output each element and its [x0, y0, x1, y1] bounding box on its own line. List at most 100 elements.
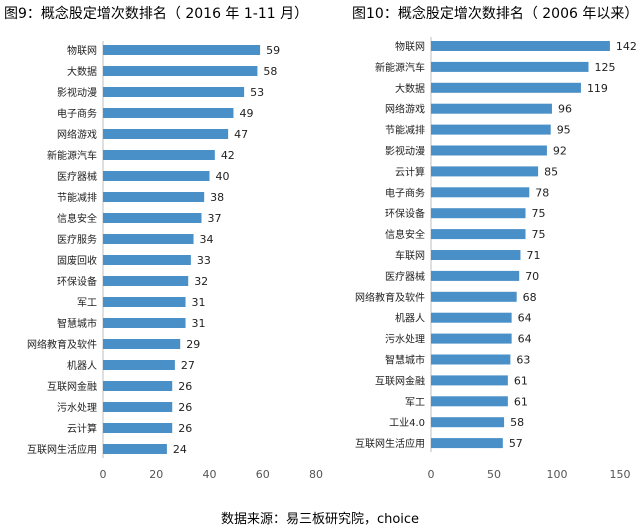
- value-label: 142: [616, 40, 637, 53]
- bar-right-15: [431, 354, 511, 365]
- bar-left-5: [103, 150, 215, 160]
- category-label: 新能源汽车: [375, 61, 425, 74]
- category-label: 节能减排: [57, 191, 97, 204]
- category-label: 节能减排: [385, 124, 425, 137]
- category-label: 互联网金融: [375, 374, 425, 387]
- bar-right-0: [431, 41, 610, 51]
- chart-left: 物联网 59 大数据 58 影视动漫 53 电子商务 49 网络游戏 47 新能源汽车 42 医疗器械 4…: [27, 41, 323, 481]
- category-label: 物联网: [67, 44, 97, 57]
- x-tick-label: 100: [547, 468, 568, 481]
- bar-left-6: [103, 171, 210, 181]
- x-tick-label: 40: [203, 468, 217, 481]
- category-label: 大数据: [395, 82, 425, 95]
- bar-left-12: [103, 297, 186, 307]
- value-label: 57: [509, 437, 523, 450]
- category-label: 网络教育及软件: [355, 291, 425, 304]
- category-label: 网络游戏: [385, 103, 425, 116]
- category-label: 污水处理: [57, 402, 97, 414]
- category-label: 环保设备: [385, 207, 425, 220]
- category-label: 医疗服务: [57, 233, 97, 246]
- category-label: 医疗器械: [57, 170, 97, 183]
- bar-left-1: [103, 66, 258, 76]
- category-label: 大数据: [67, 65, 97, 78]
- bar-left-8: [103, 213, 202, 223]
- value-label: 27: [181, 359, 195, 372]
- bar-right-16: [431, 375, 508, 386]
- value-label: 92: [553, 145, 567, 158]
- bar-right-8: [431, 208, 526, 219]
- bar-right-3: [431, 103, 552, 114]
- x-tick-label: 50: [487, 468, 501, 481]
- value-label: 49: [239, 107, 253, 120]
- category-label: 电子商务: [385, 186, 425, 199]
- value-label: 38: [210, 191, 224, 204]
- x-tick-label: 0: [428, 468, 435, 481]
- bar-right-4: [431, 124, 551, 135]
- bar-left-13: [103, 318, 186, 328]
- bar-right-6: [431, 166, 539, 177]
- value-label: 96: [558, 103, 572, 116]
- category-label: 污水处理: [385, 334, 425, 346]
- value-label: 78: [535, 186, 549, 199]
- bar-left-11: [103, 276, 189, 286]
- category-label: 云计算: [67, 422, 97, 435]
- category-label: 新能源汽车: [47, 149, 97, 162]
- category-label: 网络教育及软件: [27, 338, 97, 351]
- value-label: 42: [221, 149, 235, 162]
- category-label: 医疗器械: [385, 270, 425, 283]
- bar-left-14: [103, 339, 181, 349]
- value-label: 61: [514, 395, 528, 408]
- value-label: 29: [186, 338, 200, 351]
- category-label: 云计算: [395, 165, 425, 178]
- category-label: 影视动漫: [57, 86, 97, 99]
- category-label: 网络游戏: [57, 128, 97, 141]
- value-label: 125: [595, 61, 616, 74]
- category-label: 互联网生活应用: [355, 437, 425, 450]
- x-tick-label: 20: [149, 468, 163, 481]
- category-label: 互联网金融: [47, 380, 97, 393]
- bar-right-7: [431, 187, 530, 198]
- bar-left-16: [103, 381, 173, 391]
- bar-right-10: [431, 250, 521, 260]
- category-label: 固废回收: [57, 254, 97, 267]
- chart-left-title: 图9：概念股定增次数排名（ 2016 年 1-11 月）: [4, 6, 309, 22]
- category-label: 影视动漫: [385, 145, 425, 158]
- value-label: 70: [525, 270, 539, 283]
- category-label: 车联网: [395, 249, 425, 262]
- category-label: 物联网: [395, 40, 425, 53]
- x-tick-label: 80: [309, 468, 323, 481]
- value-label: 26: [178, 380, 192, 393]
- value-label: 24: [173, 443, 187, 456]
- value-label: 26: [178, 422, 192, 435]
- x-tick-label: 60: [256, 468, 270, 481]
- chart-right-title: 图10：概念股定增次数排名（ 2006 年以来）: [352, 6, 639, 22]
- value-label: 47: [234, 128, 248, 141]
- category-label: 环保设备: [57, 275, 97, 288]
- x-tick-label: 150: [610, 468, 631, 481]
- category-label: 信息安全: [57, 212, 97, 225]
- value-label: 63: [516, 354, 530, 367]
- category-label: 电子商务: [57, 107, 97, 120]
- category-label: 机器人: [395, 312, 425, 325]
- category-label: 智慧城市: [57, 317, 97, 330]
- value-label: 53: [250, 86, 264, 99]
- chart-right: 物联网 142 新能源汽车 125 大数据 119 网络游戏 96 节能减排 95 影视动漫 92 云计…: [355, 37, 637, 481]
- value-label: 75: [532, 228, 546, 241]
- category-label: 互联网生活应用: [27, 443, 97, 456]
- bar-left-17: [103, 402, 173, 412]
- bar-left-4: [103, 129, 229, 139]
- value-label: 58: [263, 65, 277, 78]
- bar-right-5: [431, 145, 547, 156]
- bar-left-9: [103, 234, 194, 244]
- value-label: 59: [266, 44, 280, 57]
- bar-left-7: [103, 192, 205, 202]
- bar-right-12: [431, 291, 517, 302]
- category-label: 智慧城市: [385, 354, 425, 367]
- category-label: 军工: [405, 396, 425, 408]
- bar-left-19: [103, 444, 167, 454]
- value-label: 31: [192, 296, 206, 309]
- category-label: 机器人: [67, 359, 97, 372]
- data-source-note: 数据来源：易三板研究院，choice: [220, 512, 420, 527]
- bar-left-18: [103, 423, 173, 433]
- bar-right-2: [431, 82, 581, 93]
